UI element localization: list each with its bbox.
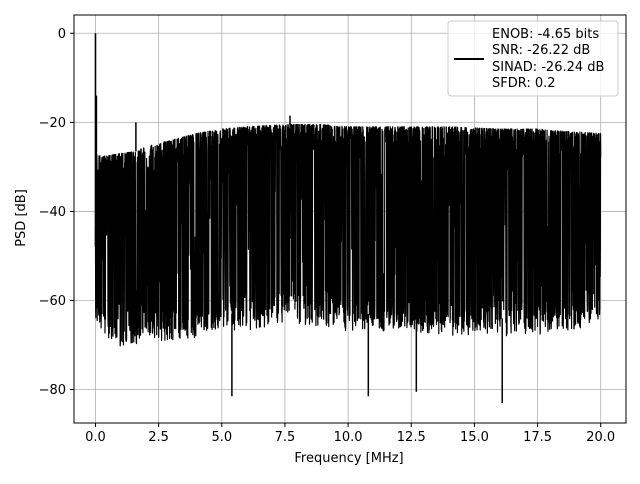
x-tick-label: 15.0	[460, 430, 489, 445]
legend-box	[447, 20, 619, 97]
x-axis-label: Frequency [MHz]	[294, 451, 403, 466]
axes-frame	[73, 14, 627, 424]
x-tick-label: 5.0	[211, 430, 232, 445]
y-tick-label: −40	[39, 205, 66, 220]
x-tick-label: 10.0	[334, 430, 363, 445]
x-tick-label: 20.0	[586, 430, 615, 445]
x-tick-label: 12.5	[397, 430, 426, 445]
y-tick-label: −20	[39, 116, 66, 131]
legend-entry-snr: SNR: -26.22 dB	[492, 43, 590, 58]
y-tick-label: 0	[58, 27, 66, 42]
x-tick-label: 7.5	[275, 430, 296, 445]
axes	[73, 14, 627, 424]
y-tick-label: −60	[39, 294, 66, 309]
y-tick-label: −80	[39, 383, 66, 398]
legend: ENOB: -4.65 bits SNR: -26.22 dB SINAD: -…	[447, 20, 619, 97]
legend-entry-sfdr: SFDR: 0.2	[492, 76, 556, 91]
x-tick-label: 0.0	[85, 430, 106, 445]
tick-marks-and-labels: 0.0 2.5 5.0 7.5 10.0 12.5 15.0 17.5 20.0 0 −20 −40 −…	[39, 27, 616, 445]
legend-entry-enob: ENOB: -4.65 bits	[492, 27, 599, 42]
x-tick-label: 17.5	[523, 430, 552, 445]
psd-trace	[94, 123, 602, 347]
plot-area	[94, 33, 602, 403]
y-axis-label: PSD [dB]	[14, 189, 29, 247]
x-tick-label: 2.5	[148, 430, 169, 445]
legend-entry-sinad: SINAD: -26.24 dB	[492, 60, 604, 75]
